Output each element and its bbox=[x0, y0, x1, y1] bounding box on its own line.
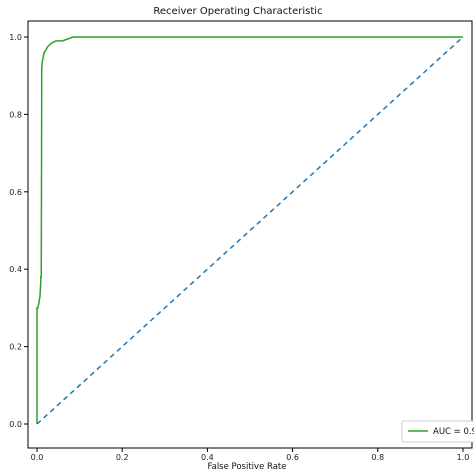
y-tick-label: 0.8 bbox=[9, 110, 22, 119]
plot-background bbox=[28, 21, 472, 448]
series-line-1 bbox=[36, 36, 464, 425]
legend-box bbox=[401, 420, 474, 443]
x-tick-label: 0.0 bbox=[31, 453, 44, 462]
series-line-0 bbox=[36, 36, 463, 424]
legend: AUC = 0.9 bbox=[401, 420, 474, 443]
x-axis-label: False Positive Rate bbox=[208, 462, 287, 472]
legend-label: AUC = 0.9 bbox=[433, 427, 474, 437]
plot-frame bbox=[27, 20, 473, 449]
chart-title: Receiver Operating Characteristic bbox=[153, 6, 322, 17]
x-tick-label: 0.4 bbox=[201, 453, 214, 462]
y-tick-label: 0.4 bbox=[9, 265, 22, 274]
y-tick-label: 1.0 bbox=[9, 33, 22, 42]
x-tick-label: 1.0 bbox=[457, 453, 470, 462]
y-tick-label: 0.6 bbox=[9, 188, 22, 197]
y-axis-ticks: 0.0 0.2 0.4 0.6 0.8 1.0 bbox=[9, 33, 28, 429]
y-tick-label: 0.0 bbox=[9, 420, 22, 429]
x-tick-label: 0.6 bbox=[286, 453, 299, 462]
x-tick-label: 0.8 bbox=[371, 453, 384, 462]
series-layer bbox=[36, 36, 464, 425]
x-tick-label: 0.2 bbox=[116, 453, 129, 462]
y-tick-label: 0.2 bbox=[9, 343, 22, 352]
x-axis-ticks: 0.0 0.2 0.4 0.6 0.8 1.0 bbox=[31, 448, 470, 462]
